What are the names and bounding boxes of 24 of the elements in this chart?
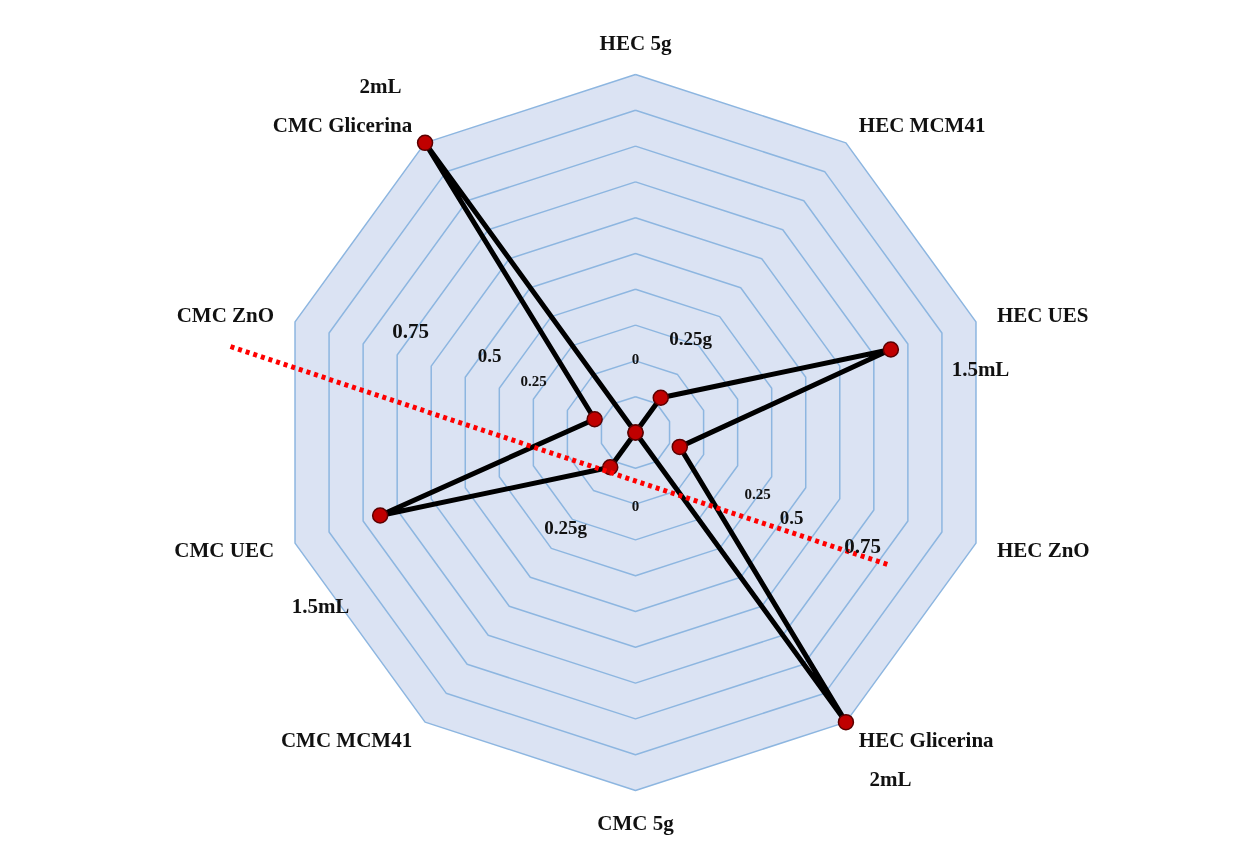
spoke-label: HEC UES — [996, 303, 1089, 328]
spoke-label: CMC ZnO — [176, 303, 275, 328]
spoke-label: HEC 5g — [599, 30, 672, 55]
text: 2mL — [359, 73, 402, 98]
spoke-label: CMC 5g — [597, 810, 675, 835]
text: 2mL — [869, 766, 912, 791]
spoke-label: HEC Glicerina — [858, 727, 995, 752]
text: 1.5mL — [951, 356, 1010, 381]
text: 0.75 — [392, 318, 429, 343]
spoke-label: HEC ZnO — [996, 537, 1090, 562]
spoke-label: CMC Glicerina — [272, 113, 413, 138]
text: 0.25g — [544, 517, 588, 538]
text: 0.5 — [477, 345, 502, 366]
spoke-label: CMC UEC — [174, 537, 275, 562]
text: 0 — [631, 350, 640, 367]
text: 0.75 — [844, 533, 881, 558]
text: 1.5mL — [291, 593, 350, 618]
spoke-label: HEC MCM41 — [858, 113, 986, 138]
text: 0.25 — [520, 372, 547, 389]
text: 0.25 — [744, 485, 771, 502]
text: 0.25g — [669, 328, 713, 349]
text: 0.5 — [779, 507, 804, 528]
text: 0 — [631, 497, 640, 514]
spoke-label: CMC MCM41 — [280, 727, 413, 752]
